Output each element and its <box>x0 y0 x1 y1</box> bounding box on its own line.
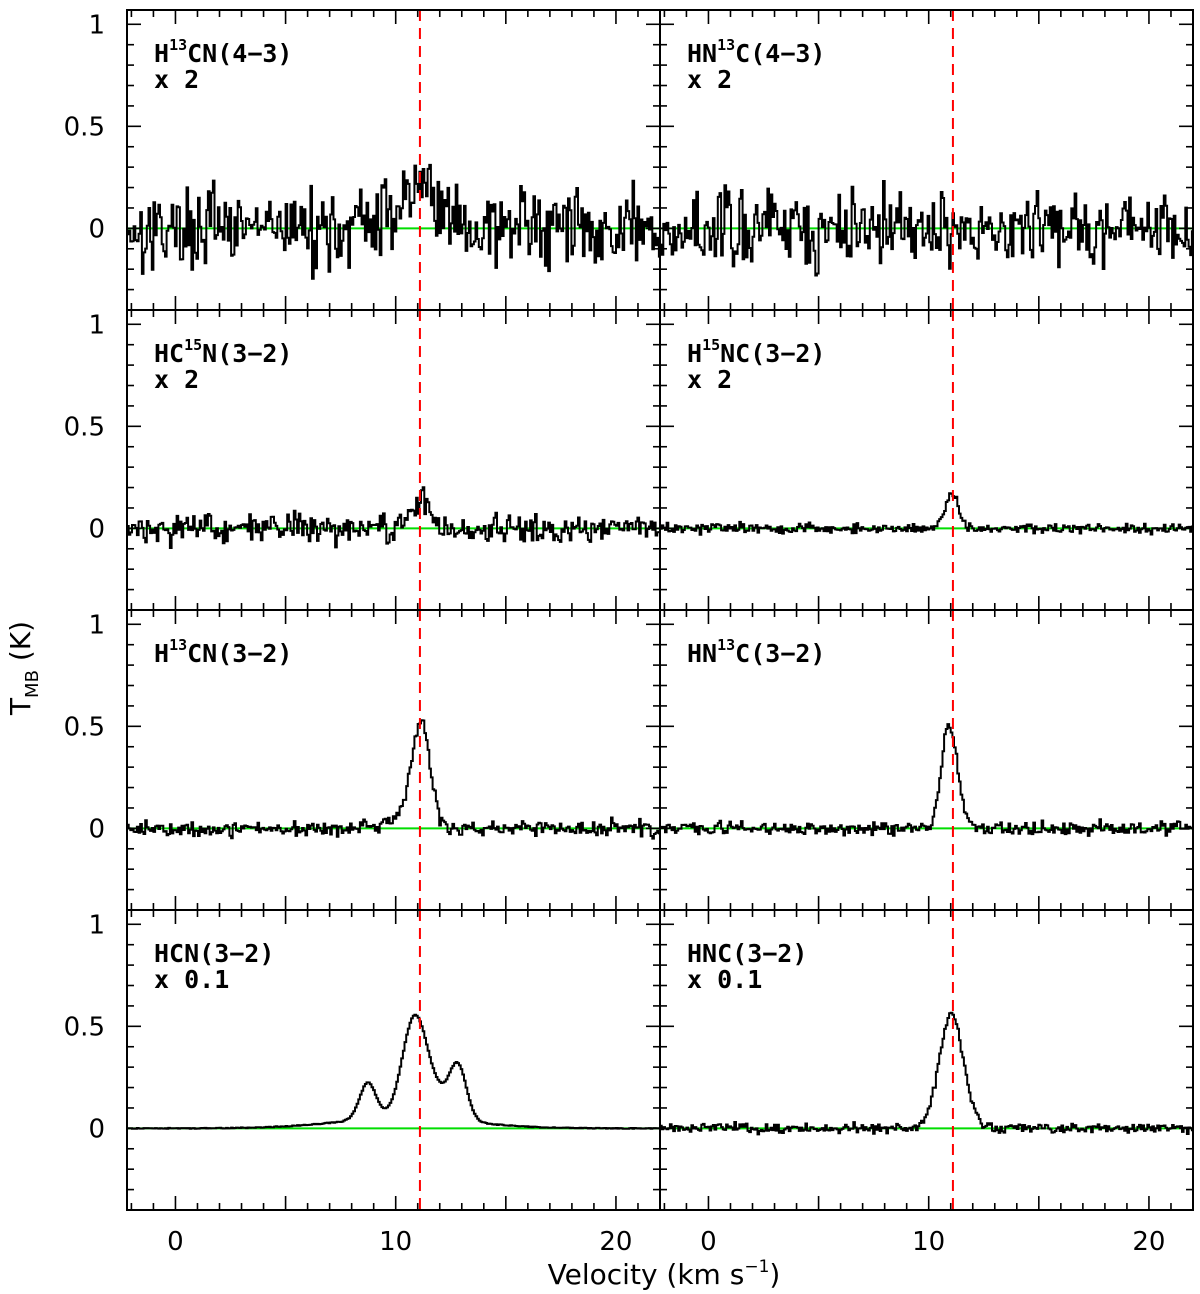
label-part: CN(3−2) <box>187 639 292 668</box>
label-part: H <box>154 639 169 668</box>
y-axis-title-units: (K) <box>4 621 37 670</box>
y-tick-label: 1 <box>88 610 105 640</box>
panel-species-label: HCN(3−2) <box>154 939 274 968</box>
y-axis-title-subscript: MB <box>22 670 43 698</box>
label-isotope-superscript: 15 <box>184 336 202 354</box>
spectrum-panel: HCN(3−2)x 0.1 <box>126 909 661 1211</box>
x-axis-title: Velocity (km s−1) <box>548 1257 781 1291</box>
x-tick-label: 10 <box>912 1227 945 1257</box>
spectrum-panel: H13CN(4−3)x 2 <box>126 9 661 311</box>
label-part: C(4−3) <box>735 39 825 68</box>
panel-scale-factor: x 2 <box>687 65 732 94</box>
panel-frame <box>659 909 1194 1211</box>
spectrum-panel: H15NC(3−2)x 2 <box>659 309 1194 611</box>
spectrum-line <box>660 723 1193 837</box>
y-tick-label: 0 <box>88 214 105 244</box>
panel-species-label: H15NC(3−2) <box>687 336 825 368</box>
spectrum-panel: HC15N(3−2)x 2 <box>126 309 661 611</box>
spectrum-panel: HN13C(4−3)x 2 <box>659 9 1194 311</box>
panel-scale-factor: x 2 <box>687 365 732 394</box>
panel-species-label: HN13C(3−2) <box>687 636 825 668</box>
spectrum-line <box>127 486 660 549</box>
panel-scale-factor: x 0.1 <box>154 965 229 994</box>
label-part: N(3−2) <box>202 339 292 368</box>
y-tick-label: 0 <box>88 1114 105 1144</box>
x-tick-label: 0 <box>700 1227 717 1257</box>
spectrum-line <box>660 492 1193 536</box>
label-isotope-superscript: 15 <box>702 336 720 354</box>
x-axis-title-text: Velocity (km s <box>548 1258 745 1291</box>
spectrum-line <box>660 1011 1193 1136</box>
label-part: HNC(3−2) <box>687 939 807 968</box>
y-tick-label: 0.5 <box>64 412 105 442</box>
label-isotope-superscript: 13 <box>169 636 187 654</box>
label-part: H <box>154 39 169 68</box>
panel-species-label: HN13C(4−3) <box>687 36 825 68</box>
spectrum-line <box>660 180 1193 277</box>
y-tick-label: 0.5 <box>64 112 105 142</box>
y-tick-label: 1 <box>88 10 105 40</box>
label-part: HCN(3−2) <box>154 939 274 968</box>
label-part: NC(3−2) <box>720 339 825 368</box>
spectrum-line <box>127 163 660 280</box>
label-part: C(3−2) <box>735 639 825 668</box>
y-tick-label: 1 <box>88 310 105 340</box>
x-axis-title-exponent: −1 <box>744 1257 769 1277</box>
label-isotope-superscript: 13 <box>717 36 735 54</box>
label-part: HC <box>154 339 184 368</box>
label-part: HN <box>687 39 717 68</box>
panel-species-label: H13CN(4−3) <box>154 36 292 68</box>
spectrum-line <box>127 1013 660 1130</box>
y-axis-title-symbol: T <box>4 697 37 716</box>
y-tick-labels: 0 0.5 1 0 0.5 1 0 0.5 1 0 0.5 1 <box>64 10 105 1144</box>
spectrum-line <box>127 719 660 840</box>
panel-scale-factor: x 2 <box>154 65 199 94</box>
spectrum-panel: H13CN(3−2) <box>126 609 661 911</box>
panel-species-label: H13CN(3−2) <box>154 636 292 668</box>
y-tick-label: 0 <box>88 514 105 544</box>
x-tick-label: 20 <box>1132 1227 1165 1257</box>
y-axis-title: TMB (K) <box>4 621 43 716</box>
x-tick-label: 10 <box>379 1227 412 1257</box>
x-axis-title-close: ) <box>769 1258 780 1291</box>
spectrum-panel: HN13C(3−2) <box>659 609 1194 911</box>
panel-scale-factor: x 0.1 <box>687 965 762 994</box>
label-part: H <box>687 339 702 368</box>
y-tick-label: 0.5 <box>64 1012 105 1042</box>
x-tick-labels: 0 10 20 0 10 20 <box>167 1227 1165 1257</box>
x-tick-label: 0 <box>167 1227 184 1257</box>
label-part: HN <box>687 639 717 668</box>
panel-scale-factor: x 2 <box>154 365 199 394</box>
label-isotope-superscript: 13 <box>169 36 187 54</box>
label-part: CN(4−3) <box>187 39 292 68</box>
y-tick-label: 1 <box>88 910 105 940</box>
y-tick-label: 0.5 <box>64 712 105 742</box>
panel-species-label: HNC(3−2) <box>687 939 807 968</box>
spectrum-panel: HNC(3−2)x 0.1 <box>659 909 1194 1211</box>
panel-species-label: HC15N(3−2) <box>154 336 292 368</box>
label-isotope-superscript: 13 <box>717 636 735 654</box>
y-tick-label: 0 <box>88 814 105 844</box>
x-tick-label: 20 <box>599 1227 632 1257</box>
